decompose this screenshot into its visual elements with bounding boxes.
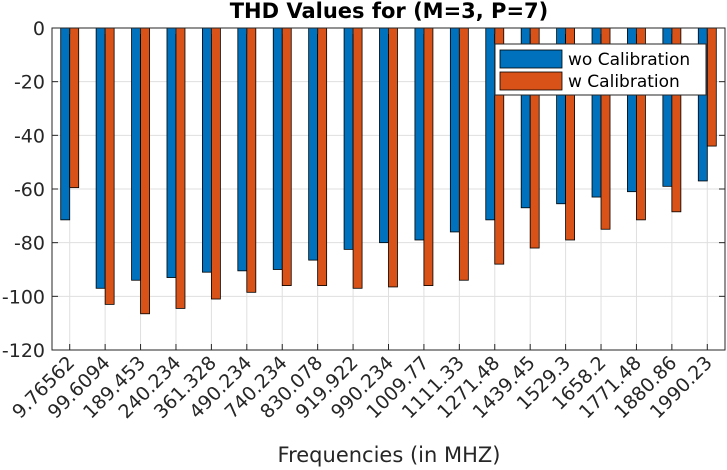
x-axis-label: Frequencies (in MHZ) <box>278 443 501 467</box>
y-axis-ticks: 0 -20 -40 -60 -80 -100 -120 <box>2 18 725 362</box>
y-tick-label-2: -40 <box>14 125 45 147</box>
bar-w-calibration-18 <box>706 27 717 147</box>
bar-w-calibration-9 <box>388 27 398 288</box>
bar-w-calibration-6 <box>281 27 292 287</box>
bar-w-calibration-2 <box>140 27 150 315</box>
y-tick-label-3: -60 <box>14 179 45 201</box>
y-tick-label-0: 0 <box>33 18 45 40</box>
bar-wo-calibration-0 <box>60 27 71 221</box>
legend-swatch-w-calibration <box>499 71 563 91</box>
bar-wo-calibration-5 <box>237 27 248 272</box>
bar-w-calibration-0 <box>69 27 80 189</box>
bar-wo-calibration-10 <box>414 27 425 241</box>
bar-wo-calibration-9 <box>379 27 389 244</box>
bar-wo-calibration-3 <box>166 27 177 278</box>
legend-label-w-calibration: w Calibration <box>568 72 680 92</box>
bar-w-calibration-3 <box>175 27 186 309</box>
bar-w-calibration-8 <box>352 27 363 289</box>
bar-w-calibration-1 <box>104 27 115 305</box>
bar-w-calibration-4 <box>210 27 221 300</box>
bar-wo-calibration-6 <box>272 27 283 270</box>
bar-wo-calibration-7 <box>308 27 319 261</box>
chart-title: THD Values for (M=3, P=7) <box>230 0 549 23</box>
legend-swatch-wo-calibration <box>499 49 563 69</box>
bar-wo-calibration-4 <box>201 27 212 273</box>
legend-label-wo-calibration: wo Calibration <box>568 50 690 70</box>
bar-wo-calibration-2 <box>131 27 141 281</box>
bars <box>60 27 717 315</box>
bar-wo-calibration-12 <box>485 27 496 221</box>
bar-w-calibration-7 <box>317 27 328 287</box>
bar-wo-calibration-1 <box>95 27 106 289</box>
y-tick-label-4: -80 <box>14 233 45 255</box>
legend: wo Calibration w Calibration <box>494 43 707 96</box>
y-tick-label-5: -100 <box>2 286 45 308</box>
bar-w-calibration-5 <box>246 27 257 293</box>
bar-wo-calibration-8 <box>343 27 354 250</box>
bar-wo-calibration-11 <box>449 27 460 233</box>
bar-w-calibration-10 <box>423 27 434 287</box>
y-tick-label-6: -120 <box>2 340 45 362</box>
y-tick-label-1: -20 <box>14 72 45 94</box>
bar-w-calibration-11 <box>458 27 469 281</box>
